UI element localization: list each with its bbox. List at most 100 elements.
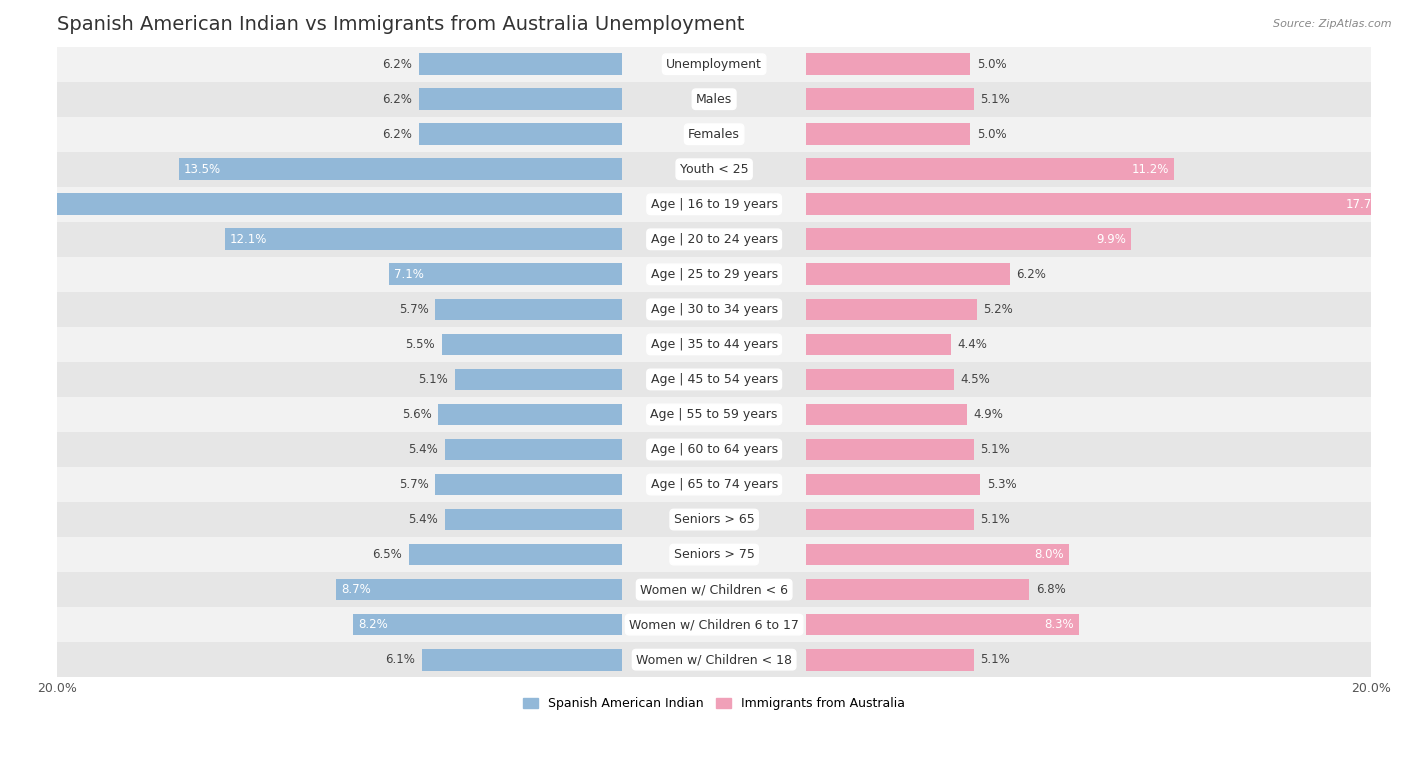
Text: Age | 60 to 64 years: Age | 60 to 64 years xyxy=(651,443,778,456)
Bar xyxy=(58,82,1371,117)
Text: 4.9%: 4.9% xyxy=(973,408,1004,421)
Text: Women w/ Children 6 to 17: Women w/ Children 6 to 17 xyxy=(630,618,799,631)
Bar xyxy=(806,579,1029,600)
Bar xyxy=(439,403,623,425)
Bar xyxy=(806,474,980,495)
Text: Age | 30 to 34 years: Age | 30 to 34 years xyxy=(651,303,778,316)
Text: Women w/ Children < 6: Women w/ Children < 6 xyxy=(640,583,789,596)
Text: 5.1%: 5.1% xyxy=(419,373,449,386)
Text: 5.7%: 5.7% xyxy=(399,303,429,316)
Text: 5.0%: 5.0% xyxy=(977,58,1007,70)
Bar xyxy=(806,403,967,425)
Bar xyxy=(58,47,1371,82)
Text: Youth < 25: Youth < 25 xyxy=(681,163,748,176)
Text: 6.8%: 6.8% xyxy=(1036,583,1066,596)
Text: 8.0%: 8.0% xyxy=(1035,548,1064,561)
Bar xyxy=(179,158,623,180)
Text: 5.2%: 5.2% xyxy=(983,303,1014,316)
Text: Males: Males xyxy=(696,92,733,106)
Text: 18.9%: 18.9% xyxy=(6,198,44,210)
Text: Age | 65 to 74 years: Age | 65 to 74 years xyxy=(651,478,778,491)
Text: Females: Females xyxy=(688,128,740,141)
Text: Women w/ Children < 18: Women w/ Children < 18 xyxy=(636,653,792,666)
Text: 9.9%: 9.9% xyxy=(1097,233,1126,246)
Bar xyxy=(225,229,623,250)
Bar xyxy=(434,298,623,320)
Text: 5.6%: 5.6% xyxy=(402,408,432,421)
Text: Unemployment: Unemployment xyxy=(666,58,762,70)
Bar xyxy=(419,89,623,110)
Bar xyxy=(806,509,973,531)
Bar xyxy=(806,369,953,391)
Legend: Spanish American Indian, Immigrants from Australia: Spanish American Indian, Immigrants from… xyxy=(517,692,910,715)
Text: 5.1%: 5.1% xyxy=(980,653,1010,666)
Bar xyxy=(806,544,1069,565)
Bar xyxy=(58,222,1371,257)
Bar xyxy=(58,362,1371,397)
Text: 12.1%: 12.1% xyxy=(229,233,267,246)
Text: 7.1%: 7.1% xyxy=(394,268,423,281)
Text: Seniors > 65: Seniors > 65 xyxy=(673,513,755,526)
Text: 5.4%: 5.4% xyxy=(409,443,439,456)
Text: Age | 25 to 29 years: Age | 25 to 29 years xyxy=(651,268,778,281)
Bar xyxy=(58,537,1371,572)
Bar xyxy=(806,438,973,460)
Text: 4.5%: 4.5% xyxy=(960,373,990,386)
Bar xyxy=(58,432,1371,467)
Bar xyxy=(444,438,623,460)
Bar xyxy=(353,614,623,635)
Text: Source: ZipAtlas.com: Source: ZipAtlas.com xyxy=(1274,19,1392,29)
Bar xyxy=(1,194,623,215)
Bar xyxy=(806,263,1010,285)
Text: 5.3%: 5.3% xyxy=(987,478,1017,491)
Text: Spanish American Indian vs Immigrants from Australia Unemployment: Spanish American Indian vs Immigrants fr… xyxy=(58,15,745,34)
Text: 11.2%: 11.2% xyxy=(1132,163,1168,176)
Text: 8.3%: 8.3% xyxy=(1045,618,1074,631)
Bar xyxy=(58,151,1371,187)
Bar xyxy=(806,649,973,671)
Bar xyxy=(444,509,623,531)
Bar xyxy=(58,642,1371,678)
Bar xyxy=(806,298,977,320)
Bar xyxy=(58,572,1371,607)
Text: 5.7%: 5.7% xyxy=(399,478,429,491)
Bar xyxy=(58,117,1371,151)
Text: Age | 45 to 54 years: Age | 45 to 54 years xyxy=(651,373,778,386)
Bar xyxy=(58,327,1371,362)
Text: 6.2%: 6.2% xyxy=(382,128,412,141)
Bar xyxy=(58,397,1371,432)
Text: Seniors > 75: Seniors > 75 xyxy=(673,548,755,561)
Bar xyxy=(806,614,1078,635)
Text: 5.0%: 5.0% xyxy=(977,128,1007,141)
Bar xyxy=(806,123,970,145)
Bar xyxy=(419,53,623,75)
Text: 17.7%: 17.7% xyxy=(1346,198,1382,210)
Bar xyxy=(806,53,970,75)
Bar xyxy=(806,334,950,355)
Bar xyxy=(806,194,1388,215)
Bar xyxy=(422,649,623,671)
Bar xyxy=(58,607,1371,642)
Bar xyxy=(419,123,623,145)
Text: 6.1%: 6.1% xyxy=(385,653,415,666)
Bar xyxy=(58,467,1371,502)
Text: Age | 35 to 44 years: Age | 35 to 44 years xyxy=(651,338,778,351)
Bar xyxy=(434,474,623,495)
Bar xyxy=(336,579,623,600)
Bar xyxy=(58,292,1371,327)
Text: 5.1%: 5.1% xyxy=(980,443,1010,456)
Text: 4.4%: 4.4% xyxy=(957,338,987,351)
Text: 6.2%: 6.2% xyxy=(382,58,412,70)
Bar xyxy=(806,229,1132,250)
Text: 6.2%: 6.2% xyxy=(1017,268,1046,281)
Bar xyxy=(454,369,623,391)
Bar xyxy=(58,187,1371,222)
Text: 8.2%: 8.2% xyxy=(357,618,388,631)
Text: Age | 20 to 24 years: Age | 20 to 24 years xyxy=(651,233,778,246)
Text: 8.7%: 8.7% xyxy=(342,583,371,596)
Text: 6.2%: 6.2% xyxy=(382,92,412,106)
Bar xyxy=(441,334,623,355)
Bar xyxy=(58,257,1371,292)
Bar xyxy=(806,89,973,110)
Text: Age | 16 to 19 years: Age | 16 to 19 years xyxy=(651,198,778,210)
